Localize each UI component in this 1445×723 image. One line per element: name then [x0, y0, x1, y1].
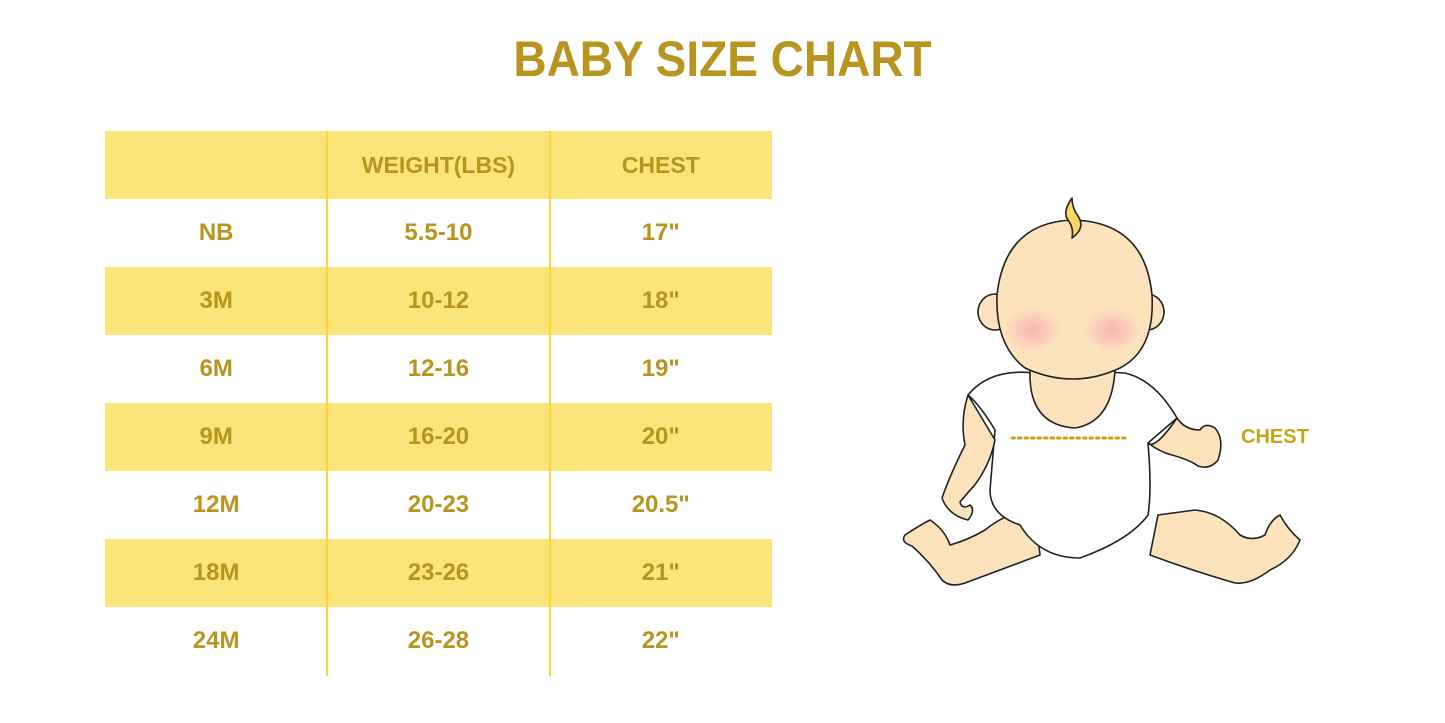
hair-tuft [1064, 197, 1082, 239]
chest-cell: 22" [641, 627, 680, 654]
table-row: 9M 16-20 20" [105, 403, 772, 471]
left-leg [902, 509, 1041, 586]
chest-cell: 20" [641, 423, 680, 450]
chest-cell: 20.5" [631, 491, 690, 518]
size-cell: 12M [192, 491, 240, 518]
weight-cell: 26-28 [407, 627, 470, 654]
weight-cell: 5.5-10 [404, 219, 473, 246]
weight-cell: 10-12 [407, 287, 470, 314]
weight-cell: 23-26 [407, 559, 470, 586]
column-divider [326, 131, 328, 676]
table-row: 18M 23-26 21" [105, 539, 772, 607]
weight-cell: 16-20 [407, 423, 470, 450]
chest-cell: 19" [641, 355, 680, 382]
size-cell: 6M [199, 355, 233, 382]
table-row: 24M 26-28 22" [105, 607, 772, 675]
table-row: NB 5.5-10 17" [105, 199, 772, 267]
table-row: 6M 12-16 19" [105, 335, 772, 403]
left-cheek [1005, 308, 1061, 352]
chest-cell: 18" [641, 287, 680, 314]
size-cell: 3M [199, 287, 233, 314]
header-weight: WEIGHT(LBS) [361, 151, 516, 178]
size-cell: 18M [192, 559, 240, 586]
size-cell: 24M [192, 627, 240, 654]
header-chest: CHEST [621, 151, 700, 178]
weight-cell: 20-23 [407, 491, 470, 518]
right-cheek [1084, 308, 1140, 352]
page-title: BABY SIZE CHART [513, 31, 932, 87]
table-row: 12M 20-23 20.5" [105, 471, 772, 539]
head [996, 219, 1154, 380]
size-table: WEIGHT(LBS) CHEST NB 5.5-10 17" 3M 10-12… [105, 131, 772, 675]
table-row: 3M 10-12 18" [105, 267, 772, 335]
baby-illustration [902, 197, 1301, 586]
chest-cell: 21" [641, 559, 680, 586]
column-divider [549, 131, 551, 676]
neck [1029, 369, 1116, 429]
onesie [967, 370, 1178, 559]
weight-cell: 12-16 [407, 355, 470, 382]
table-header-row: WEIGHT(LBS) CHEST [105, 131, 772, 199]
size-cell: NB [198, 219, 234, 246]
chest-cell: 17" [641, 219, 680, 246]
size-cell: 9M [199, 423, 233, 450]
right-leg [1149, 509, 1301, 585]
left-arm [941, 394, 996, 521]
chest-label: CHEST [1241, 426, 1309, 448]
right-arm-fist [1147, 417, 1222, 468]
